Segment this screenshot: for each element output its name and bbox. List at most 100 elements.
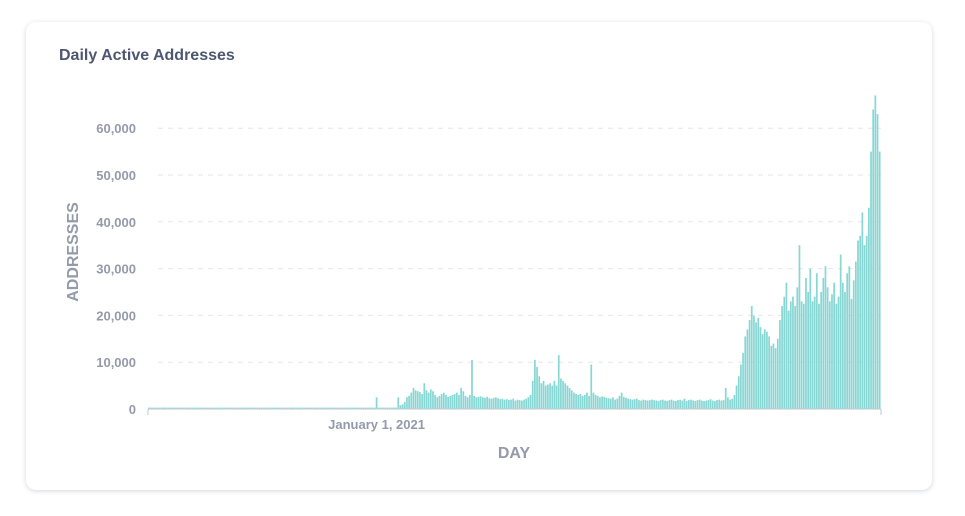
bar	[551, 385, 554, 409]
bar	[757, 317, 760, 409]
bar	[345, 407, 348, 409]
bar	[781, 306, 783, 409]
bar	[362, 407, 365, 409]
bar	[642, 399, 645, 409]
bar	[841, 282, 844, 409]
bar	[605, 397, 608, 409]
bar	[640, 400, 643, 409]
y-tick-label: 10,000	[96, 355, 136, 370]
bar	[512, 398, 515, 409]
bar	[429, 389, 432, 409]
bar	[208, 407, 211, 409]
bar	[635, 398, 638, 409]
bar	[514, 400, 517, 409]
bar	[785, 282, 788, 409]
bar	[408, 395, 410, 409]
bar	[800, 301, 803, 409]
bar	[707, 400, 710, 409]
bar	[462, 391, 465, 409]
bar	[210, 407, 213, 409]
bar	[794, 306, 796, 409]
bar	[349, 407, 352, 409]
bar	[221, 407, 224, 409]
y-tick-label: 20,000	[96, 308, 136, 323]
bar	[182, 407, 185, 409]
bar	[718, 399, 721, 409]
bar	[156, 407, 159, 409]
bars	[148, 95, 881, 409]
bar	[811, 301, 814, 409]
bar	[651, 399, 653, 409]
bar	[776, 338, 779, 409]
bar	[839, 254, 842, 409]
bar	[195, 407, 198, 409]
y-axis-title: ADDRESSES	[65, 202, 82, 302]
bar	[434, 394, 436, 409]
bar	[698, 399, 701, 409]
bar	[586, 392, 588, 409]
bar	[432, 391, 434, 409]
bar	[319, 407, 322, 409]
bar	[369, 407, 371, 409]
bar	[566, 385, 569, 409]
y-tick-label: 0	[129, 402, 136, 417]
bar	[666, 401, 669, 409]
bar	[471, 359, 473, 409]
bar	[280, 407, 283, 409]
bar	[475, 397, 478, 409]
bar	[583, 394, 586, 409]
bar	[657, 401, 660, 409]
bar	[447, 396, 449, 409]
bar	[783, 296, 786, 409]
bar	[690, 399, 692, 409]
bar	[807, 292, 809, 409]
bar	[395, 407, 397, 409]
bar	[609, 398, 612, 409]
bar	[438, 395, 441, 409]
bar	[388, 407, 391, 409]
bar	[742, 352, 744, 409]
axes: 0 10,000 20,000 30,000 40,000 50,000 60,000 Jan…	[96, 121, 882, 432]
bar	[254, 407, 256, 409]
bar	[523, 399, 525, 409]
bar	[809, 268, 812, 409]
bar	[215, 407, 217, 409]
bar	[852, 280, 855, 409]
bar	[844, 292, 846, 409]
bar	[464, 395, 467, 409]
bar	[440, 394, 443, 409]
bar	[737, 376, 740, 409]
bar	[269, 407, 272, 409]
bar	[360, 407, 363, 409]
bar	[293, 407, 296, 409]
bar	[560, 378, 562, 409]
bar	[670, 399, 673, 409]
bar	[865, 235, 868, 409]
bar	[529, 394, 532, 409]
bar	[384, 407, 387, 409]
x-axis-title: DAY	[498, 445, 531, 462]
bar	[486, 396, 489, 409]
bar	[171, 407, 174, 409]
bar	[644, 400, 647, 409]
card-title: Daily Active Addresses	[59, 47, 235, 64]
bar	[412, 387, 415, 409]
bar	[150, 407, 152, 409]
bar	[297, 407, 300, 409]
bar	[161, 407, 163, 409]
bar	[380, 407, 382, 409]
bar	[518, 400, 521, 409]
bar	[570, 390, 573, 409]
bar	[679, 399, 682, 409]
bar	[542, 380, 545, 409]
bar	[267, 407, 270, 409]
bar	[878, 151, 881, 409]
bar	[685, 401, 688, 409]
bar	[466, 397, 469, 409]
bar	[314, 407, 317, 409]
bar	[672, 400, 675, 409]
bar	[241, 407, 243, 409]
y-tick-label: 40,000	[96, 215, 136, 230]
gridlines	[158, 127, 881, 363]
bar	[716, 400, 718, 409]
